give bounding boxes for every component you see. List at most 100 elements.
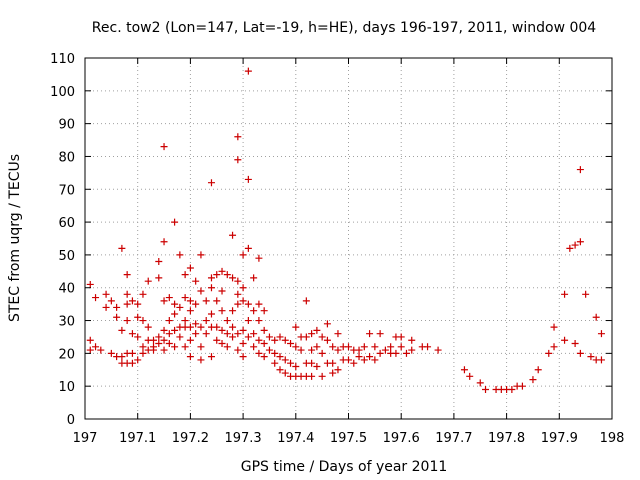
data-point (223, 317, 231, 325)
x-tick-label: 197.3 (224, 431, 261, 446)
data-point (160, 297, 168, 305)
data-point (128, 297, 136, 305)
data-point (345, 356, 352, 364)
data-point (271, 336, 279, 344)
data-point (244, 333, 252, 341)
data-point (534, 366, 542, 374)
data-point (186, 336, 194, 344)
data-point (128, 330, 136, 338)
data-point (155, 274, 163, 282)
data-point (313, 326, 321, 334)
data-point (308, 372, 316, 380)
data-point (318, 333, 326, 341)
data-point (244, 244, 252, 252)
y-axis-label: STEC from uqrg / TECUs (7, 154, 23, 322)
data-point (597, 330, 605, 338)
data-point (181, 317, 189, 325)
data-point (466, 372, 474, 380)
data-point (202, 317, 210, 325)
data-point (134, 333, 142, 341)
data-point (171, 218, 179, 226)
data-point (134, 300, 142, 308)
data-point (366, 330, 374, 338)
grid-lines (85, 58, 612, 419)
data-point (571, 340, 579, 348)
x-tick-label: 197.6 (383, 431, 420, 446)
data-point (408, 336, 416, 344)
data-point (118, 326, 126, 334)
data-point (482, 385, 490, 393)
data-point (550, 323, 558, 331)
data-point (229, 323, 237, 331)
data-point (197, 343, 205, 351)
data-point (234, 300, 242, 308)
data-point (181, 343, 189, 351)
data-point (561, 336, 569, 344)
data-point (308, 346, 316, 354)
data-point (107, 349, 115, 357)
data-point (118, 353, 126, 361)
data-point (329, 343, 337, 351)
data-point (113, 313, 121, 321)
data-point (329, 359, 337, 367)
data-point (255, 254, 263, 262)
data-point (571, 241, 579, 249)
data-point (260, 353, 268, 361)
data-point (123, 317, 131, 325)
y-tick-label: 90 (58, 118, 75, 133)
data-point (276, 333, 284, 341)
data-point (313, 343, 321, 351)
data-point (234, 156, 242, 164)
data-point (576, 166, 584, 174)
data-point (292, 323, 300, 331)
data-point (160, 326, 168, 334)
data-point (139, 290, 147, 298)
data-point (345, 343, 352, 351)
data-point (213, 336, 221, 344)
data-point (313, 362, 321, 370)
data-point (229, 333, 237, 341)
y-tick-label: 50 (58, 249, 75, 264)
data-point (323, 336, 331, 344)
data-point (181, 271, 189, 279)
data-point (155, 333, 163, 341)
data-point (234, 277, 242, 285)
data-point (186, 297, 194, 305)
data-point (186, 264, 194, 272)
data-point (213, 297, 221, 305)
data-point (218, 340, 226, 348)
data-point (207, 274, 215, 282)
x-tick-label: 197.1 (119, 431, 156, 446)
data-point (550, 343, 558, 351)
data-point (197, 356, 205, 364)
data-point (582, 290, 590, 298)
data-point (150, 346, 158, 354)
data-point (250, 274, 258, 282)
data-point (355, 353, 363, 361)
data-point (239, 326, 247, 334)
data-point (234, 346, 242, 354)
data-point (408, 346, 416, 354)
data-point (234, 330, 242, 338)
data-point (128, 349, 136, 357)
data-point (302, 333, 310, 341)
data-point (181, 294, 189, 302)
data-point (165, 330, 173, 338)
data-point (597, 356, 605, 364)
data-point (265, 333, 273, 341)
data-point (155, 340, 163, 348)
data-point (207, 353, 215, 361)
data-point (202, 297, 210, 305)
data-point (165, 340, 173, 348)
data-point (397, 343, 405, 351)
y-tick-label: 40 (58, 282, 75, 297)
data-point (318, 372, 326, 380)
data-point (360, 343, 368, 351)
data-point (276, 353, 284, 361)
x-axis-tick-labels: 197 197.1 197.2 197.3 197.4 197.5 197.6 197.7 19… (73, 431, 625, 446)
data-point (118, 244, 126, 252)
data-point (229, 307, 237, 315)
data-point (518, 382, 526, 390)
y-tick-label: 80 (58, 150, 75, 165)
